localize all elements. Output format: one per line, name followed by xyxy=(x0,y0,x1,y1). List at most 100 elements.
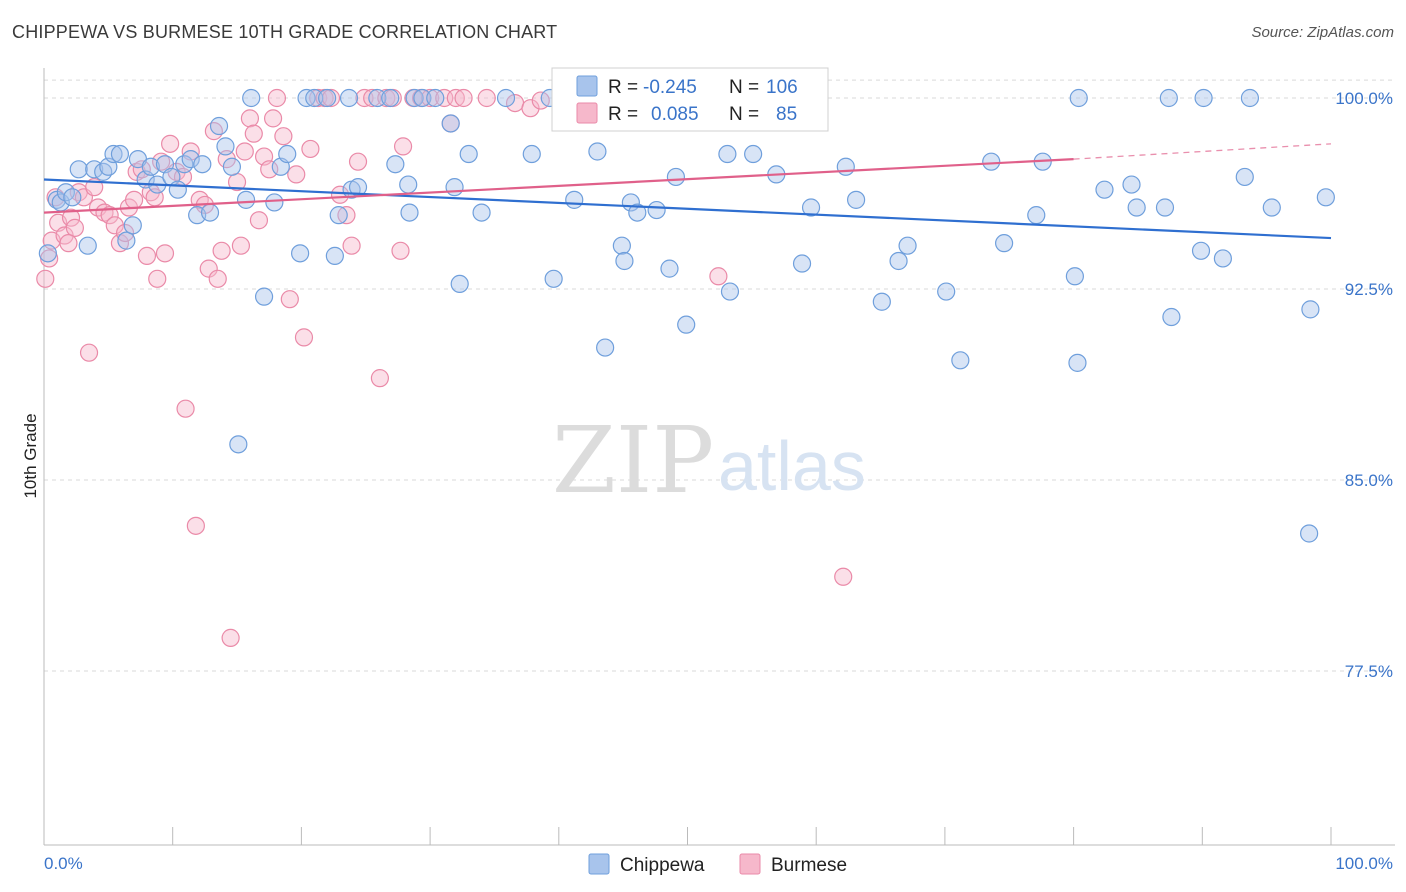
burmese-point xyxy=(287,165,306,184)
burmese-point xyxy=(421,88,440,108)
tick-labels: 77.5% 85.0% 92.5% 100.0% 0.0% 100.0% xyxy=(44,89,1393,873)
bottom-legend: Chippewa Burmese xyxy=(588,853,847,876)
chippewa-point xyxy=(297,88,316,108)
burmese-point xyxy=(263,109,283,128)
x-tick-label: 0.0% xyxy=(44,854,83,873)
chippewa-point xyxy=(801,198,821,217)
chippewa-point xyxy=(69,160,88,179)
burmese-point xyxy=(370,369,390,388)
burmese-point xyxy=(79,343,99,362)
chippewa-point xyxy=(1122,175,1141,194)
chippewa-point xyxy=(937,282,956,301)
chippewa-point xyxy=(78,236,97,255)
burmese-point xyxy=(834,567,853,586)
burmese-point xyxy=(221,628,240,647)
chippewa-point xyxy=(63,188,82,207)
chippewa-point xyxy=(1262,198,1281,217)
chippewa-point xyxy=(1240,88,1260,108)
chippewa-point xyxy=(720,282,740,301)
legend-swatch-burmese xyxy=(576,102,598,124)
chippewa-point xyxy=(718,144,737,164)
burmese-point xyxy=(61,208,81,227)
chippewa-point xyxy=(209,116,229,136)
chippewa-point xyxy=(1127,198,1146,217)
burmese-point xyxy=(231,236,251,255)
bottom-legend-burmese: Burmese xyxy=(771,855,847,876)
y-tick-label: 92.5% xyxy=(1345,280,1393,299)
y-tick-label: 77.5% xyxy=(1345,662,1393,681)
chippewa-point xyxy=(181,150,200,169)
chippewa-point xyxy=(141,157,160,176)
chippewa-point xyxy=(242,88,261,108)
chippewa-point xyxy=(588,142,607,161)
chippewa-point xyxy=(951,351,970,370)
chippewa-point xyxy=(123,216,142,235)
legend-n-value-chippewa: 106 xyxy=(766,77,798,98)
chippewa-point xyxy=(110,144,130,164)
burmese-point xyxy=(294,328,314,347)
watermark-zip: ZIP xyxy=(552,407,714,514)
chippewa-point xyxy=(222,157,242,176)
burmese-point xyxy=(240,109,260,128)
chippewa-point xyxy=(744,144,763,164)
chippewa-point xyxy=(1162,307,1181,327)
chippewa-point xyxy=(399,175,418,194)
chippewa-point xyxy=(193,155,212,174)
burmese-point xyxy=(148,269,167,288)
chippewa-point xyxy=(522,144,541,164)
burmese-point xyxy=(521,99,540,118)
chippewa-point xyxy=(318,88,337,108)
axes xyxy=(43,68,1395,846)
chippewa-point xyxy=(628,203,647,222)
chippewa-point xyxy=(1191,241,1211,260)
chippewa-point xyxy=(450,274,469,294)
burmese-point xyxy=(161,134,180,153)
chippewa-point xyxy=(615,251,634,271)
chippewa-point xyxy=(1301,300,1320,319)
burmese-point xyxy=(124,190,144,209)
burmese-point xyxy=(301,139,320,159)
bottom-legend-swatch-chippewa xyxy=(588,853,610,875)
chippewa-point xyxy=(496,88,516,108)
burmese-point xyxy=(477,88,496,108)
chippewa-point xyxy=(339,88,359,108)
chippewa-point xyxy=(200,203,220,222)
chippewa-point xyxy=(1235,167,1254,187)
chippewa-point xyxy=(229,435,248,454)
chippewa-point xyxy=(1316,188,1335,207)
burmese-point xyxy=(249,211,269,230)
burmese-point xyxy=(208,269,227,288)
chippewa-point xyxy=(1213,249,1232,268)
chippewa-point xyxy=(846,190,866,209)
chippewa-point xyxy=(565,190,584,209)
chart-title: CHIPPEWA VS BURMESE 10TH GRADE CORRELATI… xyxy=(12,22,558,42)
burmese-point xyxy=(363,88,382,108)
chippewa-point xyxy=(254,287,274,306)
chippewa-point xyxy=(889,251,908,271)
chippewa-point xyxy=(1194,88,1213,108)
burmese-point xyxy=(709,267,728,286)
chippewa-point xyxy=(472,203,491,222)
burmese-point xyxy=(355,88,374,108)
chippewa-point xyxy=(872,292,891,311)
chippewa-point xyxy=(1065,267,1084,286)
chippewa-point xyxy=(660,259,679,278)
watermark-atlas: atlas xyxy=(718,427,866,505)
burmese-trend-extension xyxy=(1073,143,1332,160)
chippewa-point xyxy=(1159,88,1178,108)
chippewa-point xyxy=(305,88,324,108)
chippewa-trend-line xyxy=(43,178,1332,240)
burmese-point xyxy=(267,88,287,108)
chippewa-point xyxy=(1027,206,1046,225)
legend-box: R = -0.245 N = 106 R = 0.085 N = 85 xyxy=(551,67,829,132)
chippewa-point xyxy=(117,231,136,250)
burmese-point xyxy=(176,399,195,418)
burmese-point xyxy=(59,234,78,253)
y-tick-label: 100.0% xyxy=(1335,89,1393,108)
legend-n-label: N = xyxy=(729,104,759,125)
burmese-point xyxy=(36,269,55,288)
burmese-point xyxy=(199,259,218,278)
chippewa-point xyxy=(104,144,123,164)
burmese-point xyxy=(212,241,231,260)
